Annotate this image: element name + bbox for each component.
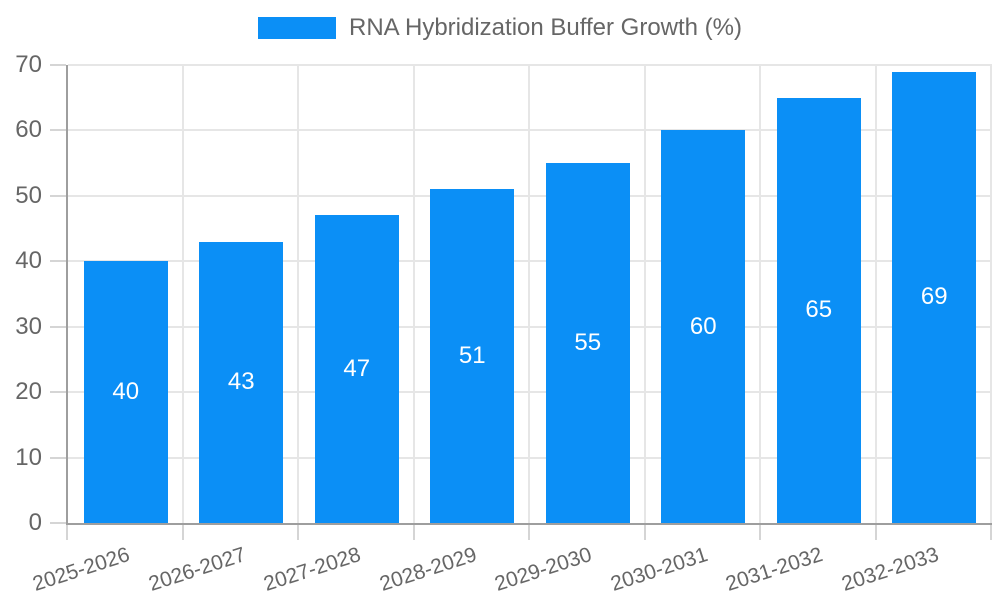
y-tick [50, 325, 66, 328]
x-tick-label: 2031-2032 [723, 543, 826, 596]
x-gridline [874, 65, 877, 523]
y-tick-label: 10 [15, 443, 42, 471]
y-tick-label: 40 [15, 247, 42, 275]
y-gridline [68, 194, 992, 197]
legend: RNA Hybridization Buffer Growth (%) [0, 14, 1000, 42]
plot-area: 0 10 20 30 40 50 60 70 40 43 47 51 55 60 65 69 2025-2026… [15, 51, 992, 596]
x-gridline [181, 65, 184, 523]
x-gridline [643, 65, 646, 523]
x-tick [643, 525, 646, 540]
y-tick-label: 30 [15, 312, 42, 340]
x-tick [990, 525, 992, 540]
bar[interactable]: 55 [545, 163, 630, 523]
y-gridline [68, 64, 992, 66]
y-tick-label: 60 [15, 116, 42, 144]
x-tick-label: 2026-2027 [145, 543, 249, 596]
x-gridline [990, 65, 992, 523]
x-gridline [759, 65, 761, 523]
y-tick [50, 64, 66, 66]
bar-value-label: 60 [689, 312, 717, 340]
legend-item[interactable]: RNA Hybridization Buffer Growth (%) [257, 14, 743, 42]
x-tick [181, 525, 184, 540]
y-tick [50, 194, 66, 197]
bar-value-label: 65 [805, 296, 833, 324]
x-tick [412, 525, 415, 540]
bar[interactable]: 43 [199, 241, 284, 523]
y-gridline [68, 260, 992, 263]
y-tick-label: 0 [28, 509, 42, 536]
bar-value-label: 47 [343, 355, 371, 383]
y-gridline [68, 456, 992, 459]
y-tick [50, 391, 66, 394]
x-tick [874, 525, 877, 540]
y-gridline [68, 391, 992, 394]
x-tick-label: 2032-2033 [838, 543, 942, 596]
x-tick-label: 2027-2028 [261, 543, 364, 596]
bar[interactable]: 40 [83, 261, 168, 523]
y-tick [50, 456, 66, 459]
y-tick-label: 70 [15, 51, 42, 78]
y-tick-label: 20 [15, 378, 42, 406]
x-tick-label: 2029-2030 [492, 543, 595, 596]
bar[interactable]: 69 [892, 71, 977, 523]
bar[interactable]: 60 [661, 130, 746, 523]
x-tick [759, 525, 761, 540]
bar[interactable]: 51 [430, 189, 515, 523]
x-gridline [528, 65, 530, 523]
x-tick [297, 525, 299, 540]
legend-label: RNA Hybridization Buffer Growth (%) [348, 14, 743, 41]
x-tick [66, 525, 68, 540]
bar-value-label: 43 [227, 368, 255, 396]
y-gridline [68, 325, 992, 328]
bar-value-label: 55 [574, 329, 602, 357]
bar-value-label: 40 [112, 378, 140, 406]
legend-swatch-icon [257, 17, 336, 39]
y-tick [50, 129, 66, 132]
x-gridline [297, 65, 299, 523]
y-tick [50, 260, 66, 263]
x-gridline [412, 65, 415, 523]
x-tick [528, 525, 530, 540]
bar[interactable]: 65 [776, 97, 861, 523]
x-axis-line [66, 523, 992, 525]
y-axis-line [66, 65, 68, 525]
y-tick [50, 522, 66, 524]
x-tick-label: 2028-2029 [376, 543, 480, 596]
x-tick-label: 2030-2031 [607, 543, 711, 596]
bar[interactable]: 47 [314, 215, 399, 523]
y-tick-label: 50 [15, 181, 42, 209]
x-tick-label: 2025-2026 [30, 543, 133, 596]
y-gridline [68, 129, 992, 132]
bar-value-label: 69 [920, 283, 948, 311]
bar-value-label: 51 [458, 342, 486, 370]
